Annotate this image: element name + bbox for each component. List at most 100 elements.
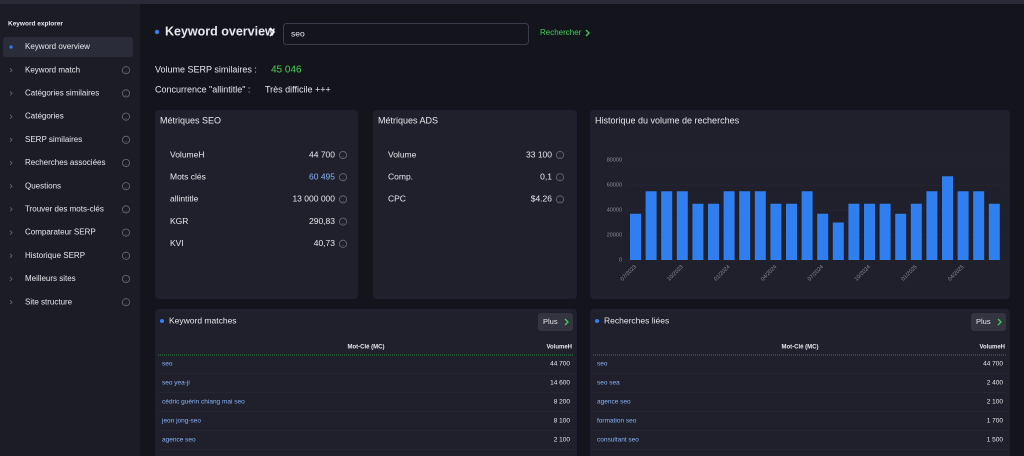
help-icon <box>122 274 131 283</box>
metric-label: KGR <box>170 216 188 226</box>
volume: 1 700 <box>987 418 1004 425</box>
sidebar-item[interactable]: Questions <box>25 181 61 190</box>
bar <box>801 191 813 260</box>
help-icon-dot <box>125 233 127 235</box>
keyword[interactable]: cédric guérin chiang mai seo <box>162 399 245 406</box>
help-icon-dot <box>125 94 127 96</box>
bar <box>770 203 782 260</box>
sidebar-item[interactable]: Catégories similaires <box>25 89 99 98</box>
keyword[interactable]: formation seo <box>597 418 637 425</box>
plus-chevron <box>997 318 1002 326</box>
help-icon-dot <box>342 222 344 224</box>
keyword[interactable]: agence seo <box>597 399 631 406</box>
bar <box>864 203 875 260</box>
item-chevron <box>9 299 13 305</box>
keyword[interactable]: seo sea <box>597 380 620 387</box>
metric-value: $4.26 <box>531 194 553 204</box>
sidebar-item[interactable]: Recherches associées <box>25 158 105 167</box>
item-chevron <box>9 253 13 259</box>
bar <box>692 203 704 260</box>
bar <box>895 213 907 260</box>
help-icon-dot <box>125 141 127 143</box>
keyword[interactable]: seo <box>597 361 608 368</box>
y-tick-label: 60000 <box>607 182 622 188</box>
bar <box>988 203 1000 260</box>
sidebar-item[interactable]: SERP similaires <box>25 135 82 144</box>
plus-label: Plus <box>543 317 558 326</box>
active-item-bg <box>3 37 133 57</box>
sidebar-item[interactable]: Keyword match <box>25 65 80 74</box>
bar <box>786 203 797 260</box>
item-chevron <box>9 207 13 212</box>
metric-label: VolumeH <box>170 149 205 159</box>
bar <box>661 191 673 260</box>
column-header: Mot-Clé (MC) <box>782 345 819 351</box>
item-chevron <box>9 137 13 143</box>
metric-label: Volume <box>388 149 417 159</box>
keyword[interactable]: jeon jong-seo <box>161 418 201 425</box>
plus-button[interactable] <box>538 313 573 331</box>
help-icon-dot <box>559 200 561 202</box>
search-chevron <box>585 29 590 37</box>
help-icon <box>338 239 347 248</box>
plus-button[interactable] <box>971 313 1006 331</box>
metric-label: Comp. <box>388 171 413 181</box>
search-button[interactable]: Rechercher <box>540 28 582 37</box>
search-input[interactable] <box>283 23 529 45</box>
y-tick-label: 0 <box>619 257 622 263</box>
top-bar <box>0 0 1024 4</box>
sidebar-item[interactable]: Comparateur SERP <box>25 228 96 237</box>
volume: 44 700 <box>983 361 1003 368</box>
volume: 8 100 <box>554 418 571 425</box>
serp-label: Volume SERP similaires : <box>155 64 257 74</box>
help-icon-dot <box>125 164 127 166</box>
help-icon <box>122 112 131 121</box>
sidebar-item[interactable]: Meilleurs sites <box>25 274 76 283</box>
help-icon <box>338 217 347 226</box>
competition-label: Concurrence "allintitle" : <box>155 84 250 94</box>
seo-card <box>155 110 358 299</box>
bar <box>754 191 766 260</box>
keyword[interactable]: consultant seo <box>597 437 639 444</box>
metric-value: 0,1 <box>540 171 552 181</box>
bar <box>645 191 657 260</box>
help-icon <box>556 150 565 159</box>
metric-label: KVI <box>170 238 184 248</box>
help-icon-dot <box>559 156 561 158</box>
plus-label: Plus <box>976 317 991 326</box>
help-icon <box>122 158 131 167</box>
sidebar-item[interactable]: Trouver des mots-clés <box>25 205 104 214</box>
bar <box>910 203 922 260</box>
help-icon <box>338 150 347 159</box>
table-title: Keyword matches <box>169 315 237 325</box>
related-card <box>590 309 1010 456</box>
volume: 14 600 <box>550 380 570 387</box>
help-icon <box>122 205 131 214</box>
item-chevron <box>9 114 13 119</box>
metric-value: 290,83 <box>309 216 335 226</box>
help-icon-dot <box>342 178 344 180</box>
volume: 2 100 <box>987 399 1004 406</box>
metric-value: 13 000 000 <box>292 194 335 204</box>
sidebar-item[interactable]: Site structure <box>25 297 73 306</box>
metric-value: 40,73 <box>314 238 336 248</box>
bar <box>848 203 860 260</box>
metric-value: 44 700 <box>309 149 335 159</box>
keyword[interactable]: seo yea-ji <box>162 380 190 387</box>
help-icon-dot <box>125 303 127 305</box>
help-icon-dot <box>125 187 127 189</box>
sidebar-item[interactable]: Catégories <box>25 112 64 121</box>
metric-value: 60 495 <box>309 171 335 181</box>
help-icon <box>122 182 131 191</box>
sidebar-item[interactable]: Keyword overview <box>25 42 90 51</box>
plus-chevron <box>564 318 569 326</box>
column-header: VolumeH <box>546 345 572 351</box>
card-title: Métriques ADS <box>378 115 438 125</box>
card-title: Métriques SEO <box>160 115 221 125</box>
keyword[interactable]: seo <box>162 361 173 368</box>
keyword[interactable]: agence seo <box>162 437 196 444</box>
item-bullet <box>9 45 13 49</box>
help-icon-dot <box>342 200 344 202</box>
sidebar-item[interactable]: Historique SERP <box>25 251 85 260</box>
help-icon <box>338 173 347 182</box>
